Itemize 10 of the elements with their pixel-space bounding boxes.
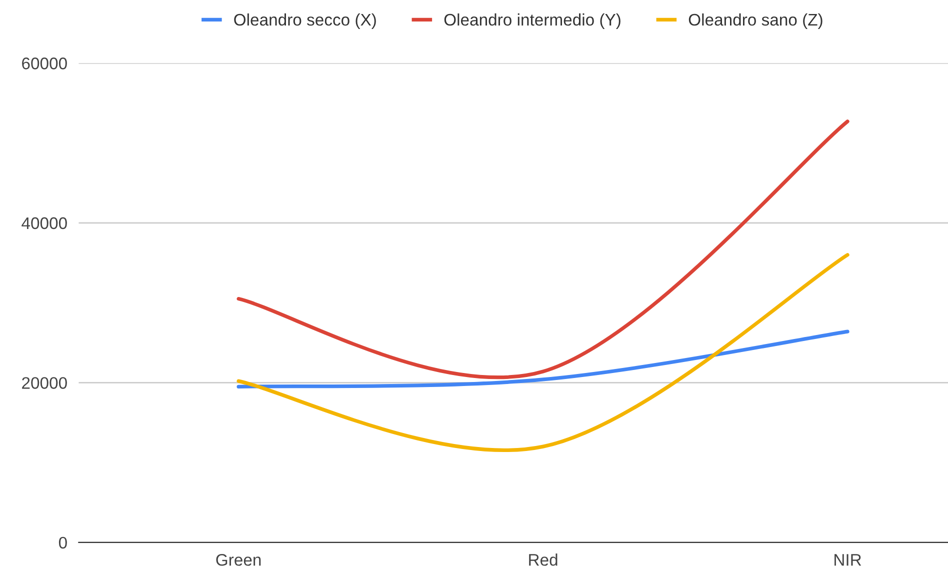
legend-label: Oleandro intermedio (Y)	[444, 13, 620, 29]
legend-label: Oleandro sano (Z)	[688, 13, 822, 29]
x-tick-label: Red	[529, 554, 558, 566]
legend-label: Oleandro secco (X)	[234, 13, 376, 29]
y-tick-label: 20000	[22, 377, 67, 389]
x-tick-label: NIR	[834, 554, 862, 566]
y-tick-label: 0	[58, 536, 67, 549]
x-tick-label: Green	[216, 554, 261, 566]
y-tick-label: 60000	[22, 58, 67, 70]
y-tick-label: 40000	[22, 217, 67, 230]
